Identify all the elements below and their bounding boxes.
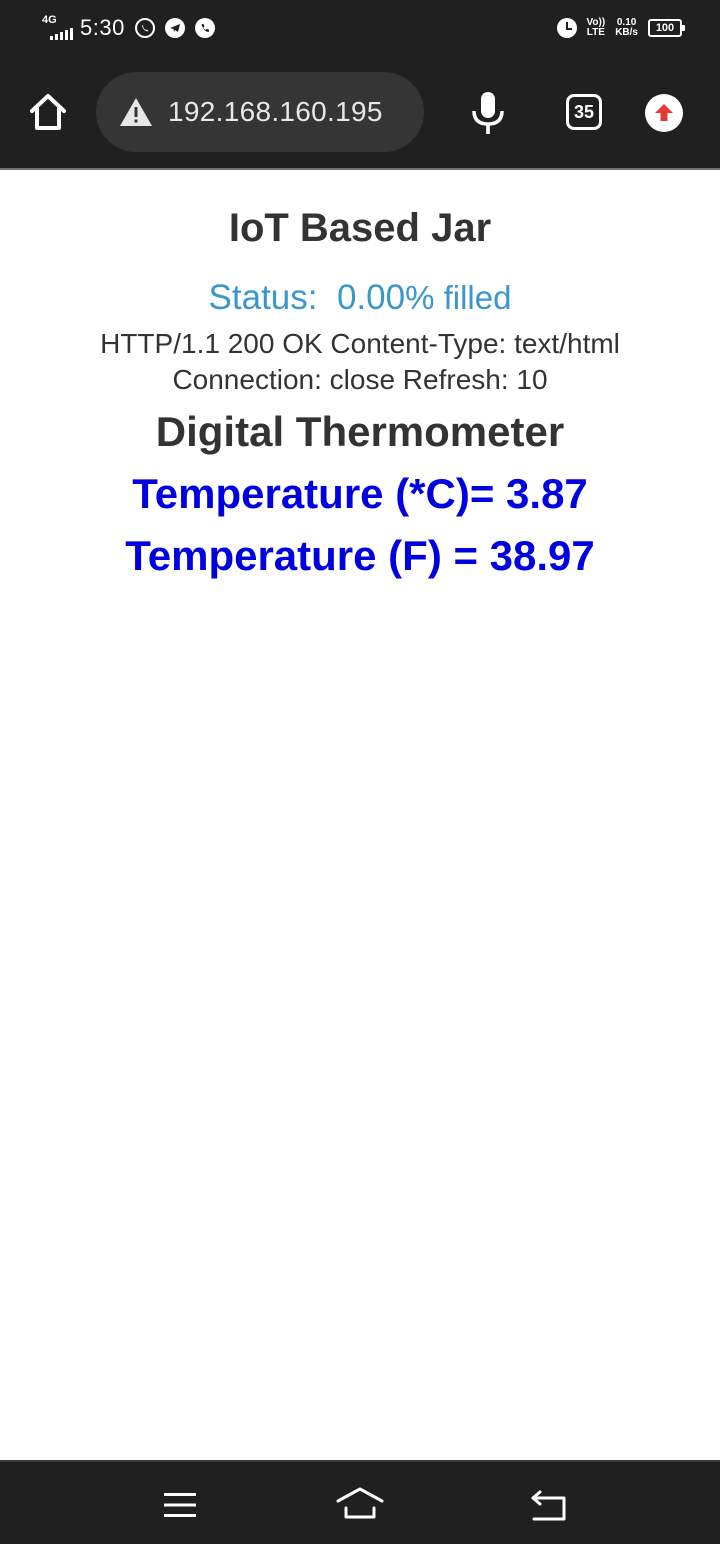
whatsapp-icon — [134, 18, 155, 38]
mic-icon[interactable] — [468, 90, 508, 136]
browser-toolbar: 192.168.160.195 35 — [0, 56, 720, 168]
status-bar-left: 4G 5:30 — [40, 14, 215, 42]
status-suffix: % filled — [405, 279, 512, 316]
telegram-icon — [164, 18, 185, 38]
status-time: 5:30 — [80, 15, 125, 40]
jar-status: Status: 0.00% filled — [0, 278, 720, 318]
status-bar: 4G 5:30 Vo)) LTE 0.10 KB/s — [0, 0, 720, 56]
url-text[interactable]: 192.168.160.195 — [168, 96, 383, 127]
page-title: IoT Based Jar — [228, 206, 492, 250]
update-icon[interactable] — [645, 94, 683, 132]
signal-icon: 4G — [40, 14, 74, 42]
warning-icon[interactable] — [118, 96, 154, 128]
nav-home-icon[interactable] — [336, 1486, 384, 1520]
network-speed: 0.10 KB/s — [615, 17, 638, 38]
http-header-text: HTTP/1.1 200 OK Content-Type: text/html … — [0, 326, 720, 398]
http-line-2: Connection: close Refresh: 10 — [172, 364, 548, 395]
status-value: 0.00 — [336, 278, 406, 317]
status-label: Status: — [208, 278, 318, 317]
alarm-icon — [556, 18, 577, 38]
home-icon[interactable] — [28, 92, 68, 132]
phone-icon — [194, 18, 215, 38]
battery-icon: 100 — [648, 19, 685, 37]
back-icon[interactable] — [530, 1488, 568, 1522]
http-line-1: HTTP/1.1 200 OK Content-Type: text/html — [100, 328, 620, 359]
tabs-button[interactable]: 35 — [566, 94, 602, 130]
temperature-celsius: Temperature (*C)= 3.87 — [132, 470, 588, 517]
thermometer-title: Digital Thermometer — [155, 408, 565, 455]
toolbar-divider — [0, 168, 720, 170]
address-bar[interactable]: 192.168.160.195 — [96, 72, 424, 152]
status-bar-right: Vo)) LTE 0.10 KB/s 100 — [556, 14, 685, 42]
network-type: 4G — [42, 14, 57, 26]
navigation-bar — [0, 1460, 720, 1544]
menu-icon[interactable] — [162, 1490, 198, 1520]
volte-indicator: Vo)) LTE — [586, 17, 606, 38]
temperature-fahrenheit: Temperature (F) = 38.97 — [125, 532, 595, 579]
